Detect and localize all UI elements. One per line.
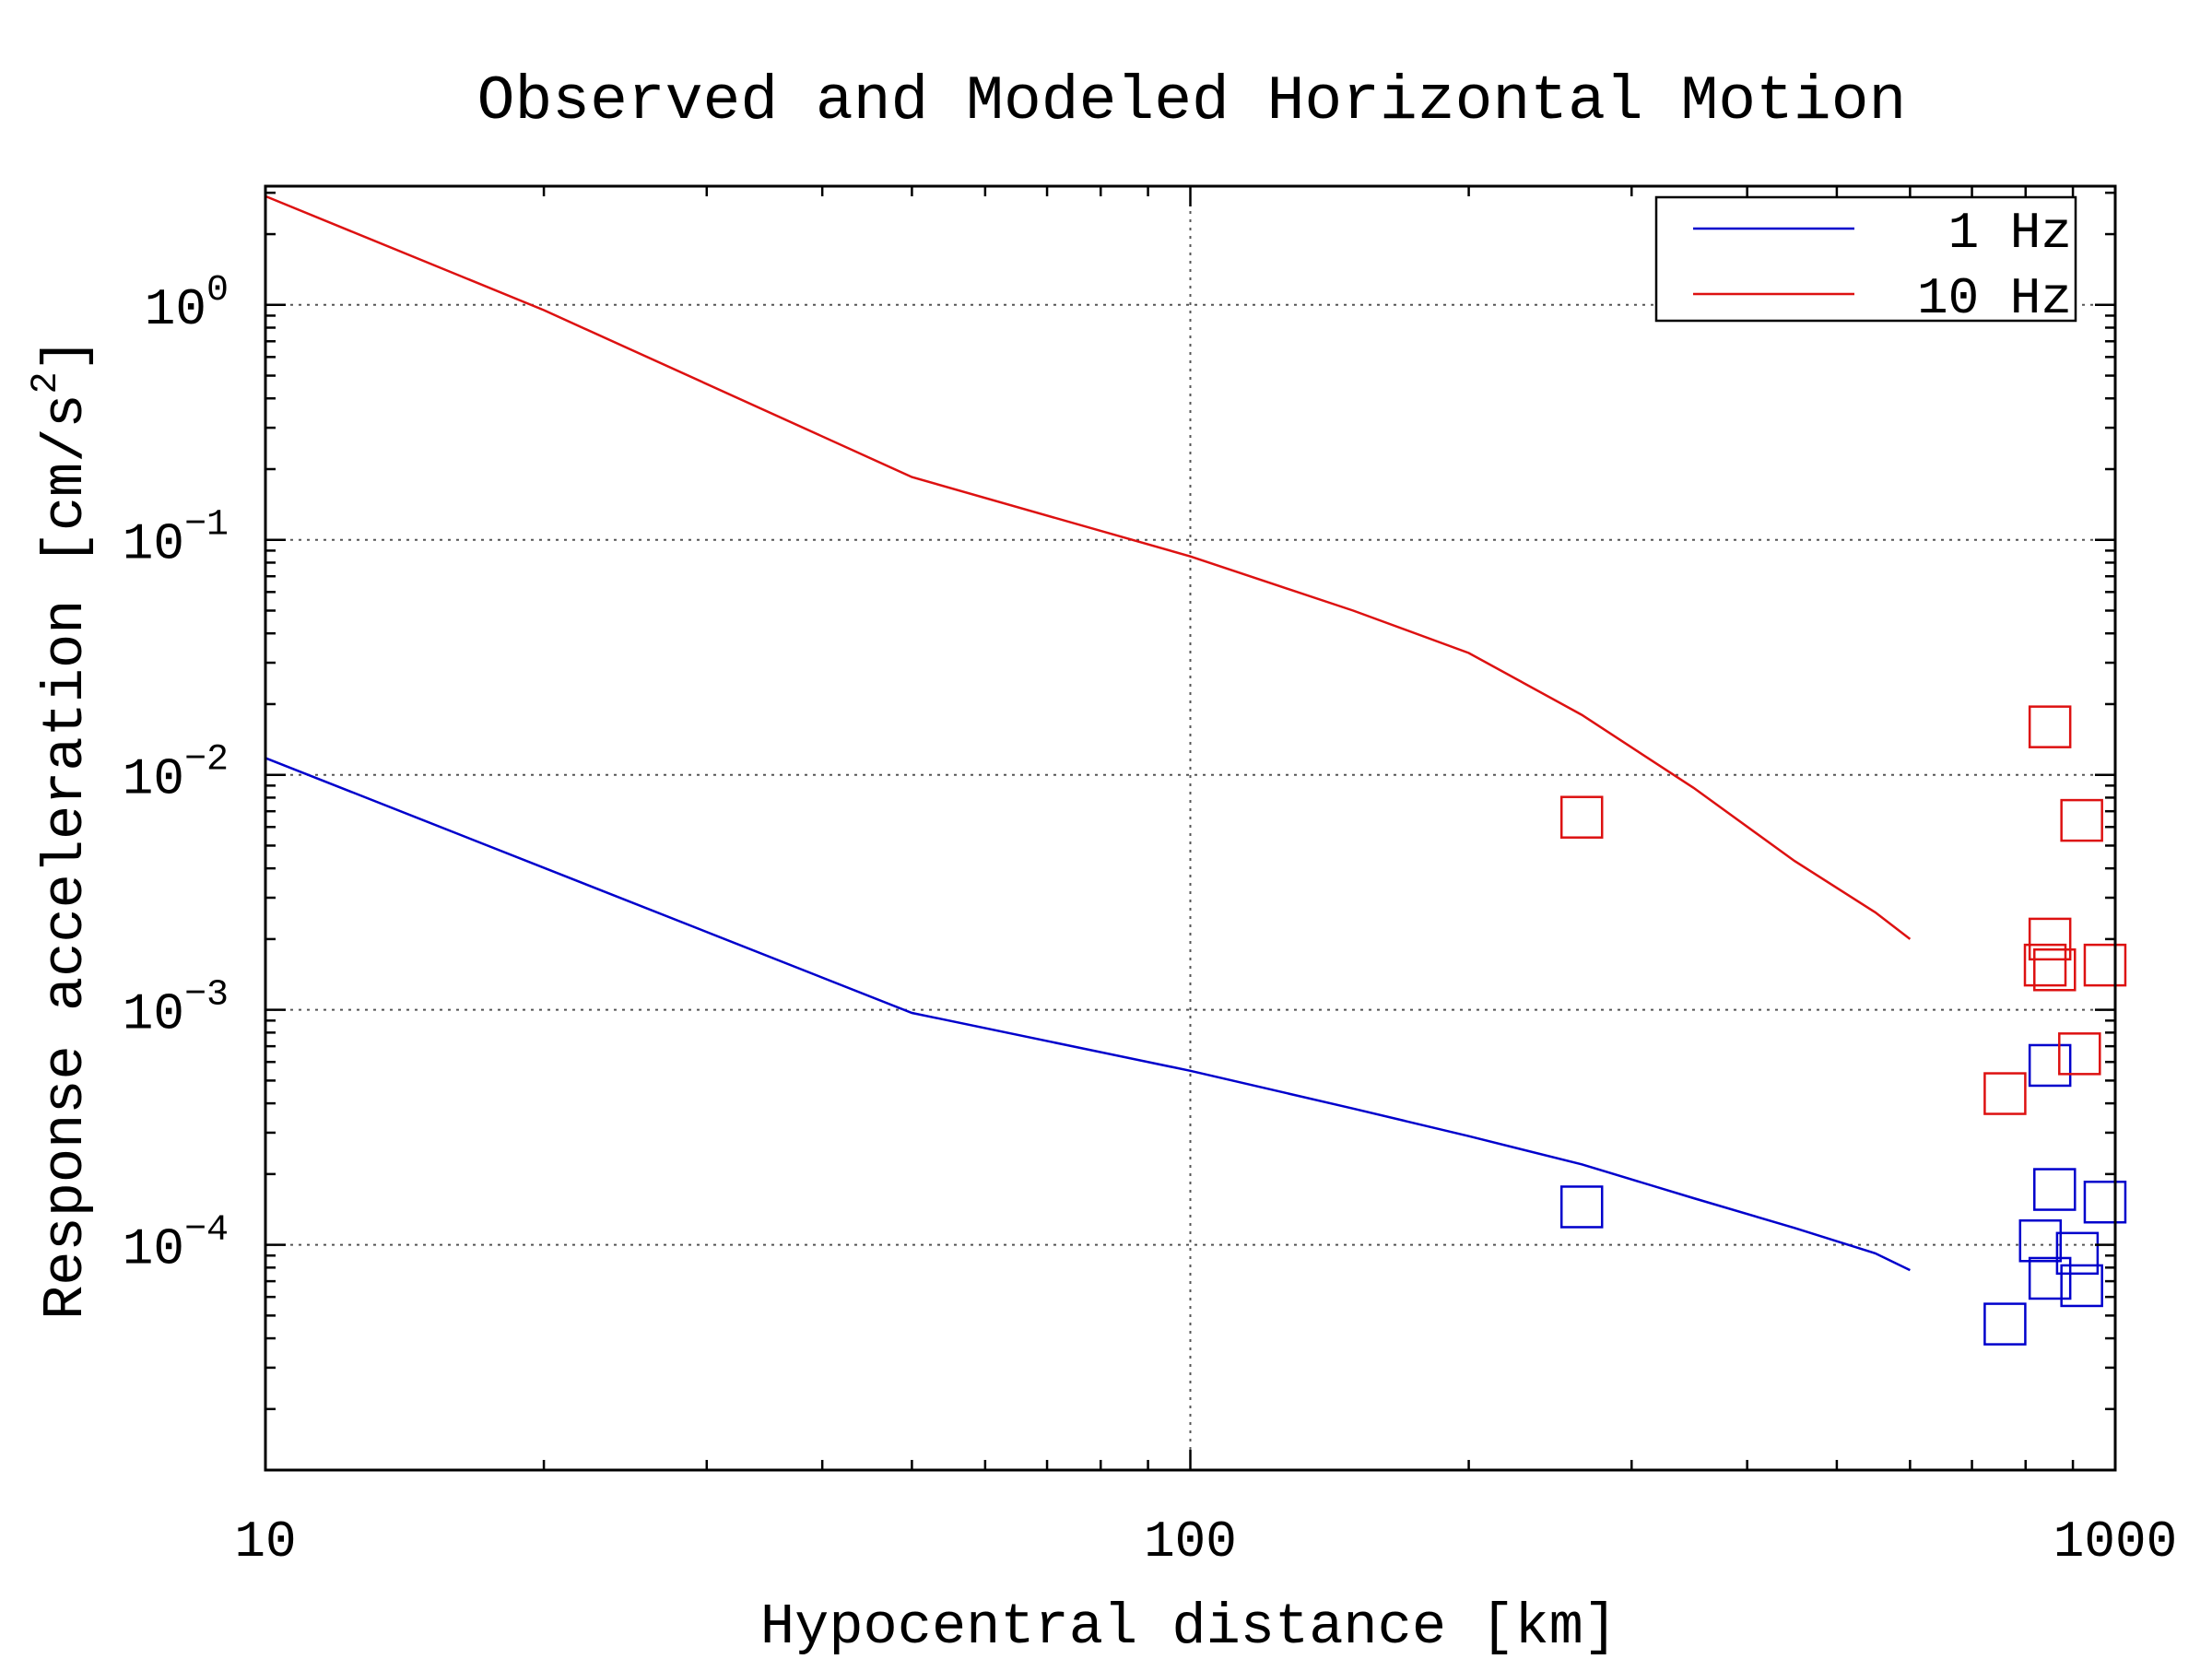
observed-point-1-hz <box>2060 1264 2103 1308</box>
y-tick-exponent: −4 <box>184 1210 229 1252</box>
observed-point-1-hz <box>2033 1168 2077 1211</box>
y-tick-base: 10 <box>123 750 184 809</box>
legend-box <box>1654 195 2077 323</box>
y-tick-base: 10 <box>123 515 184 574</box>
legend-label-10-hz: 10 Hz <box>1917 269 2072 328</box>
gridlines <box>265 186 2115 1470</box>
legend: 1 Hz 10 Hz <box>1654 195 2077 328</box>
x-tick-label: 10 <box>234 1512 296 1571</box>
y-tick-exponent: −1 <box>184 505 229 547</box>
x-tick-label: 1000 <box>2053 1512 2177 1571</box>
x-tick-label: 100 <box>1144 1512 1237 1571</box>
x-axis-label: Hypocentral distance [km] <box>760 1594 1618 1659</box>
observed-point-1-hz <box>2083 1180 2127 1224</box>
data-layer <box>265 194 2127 1346</box>
observed-point-10-hz <box>2083 943 2127 987</box>
y-tick-label: 10−4 <box>123 1210 229 1279</box>
observed-point-1-hz <box>1983 1302 2027 1346</box>
y-tick-exponent: −2 <box>184 740 229 782</box>
y-axis-label-superscript: 2 <box>26 371 67 394</box>
y-tick-label: 10−1 <box>123 505 229 574</box>
observed-point-10-hz <box>2028 917 2072 961</box>
observed-point-10-hz <box>1983 1072 2027 1115</box>
chart-title: Observed and Modeled Horizontal Motion <box>477 66 1907 137</box>
series-line-10-hz <box>265 194 1912 940</box>
observed-point-1-hz <box>2028 1256 2072 1300</box>
y-tick-exponent: 0 <box>206 270 229 312</box>
axis-ticks <box>264 186 2117 1470</box>
y-tick-label: 10−3 <box>123 975 229 1044</box>
observed-point-1-hz <box>2055 1231 2100 1276</box>
observed-point-10-hz <box>2060 798 2103 842</box>
y-axis-label: Response acceleration [cm/s2] <box>26 337 99 1320</box>
y-tick-label: 10−2 <box>123 740 229 809</box>
y-axis-label-close: ] <box>33 337 99 371</box>
series-line-1-hz <box>265 757 1911 1272</box>
y-tick-exponent: −3 <box>184 975 229 1017</box>
y-tick-base: 10 <box>123 985 184 1044</box>
plot-frame <box>264 184 2117 1472</box>
observed-point-10-hz <box>1559 795 1604 839</box>
observed-point-10-hz <box>2033 947 2077 992</box>
y-axis-label-main: Response acceleration [cm/s <box>33 394 99 1320</box>
y-tick-base: 10 <box>145 280 206 339</box>
observed-point-1-hz <box>1559 1185 1604 1229</box>
x-tick-labels: 10 100 1000 <box>234 1512 2177 1571</box>
legend-label-1-hz: 1 Hz <box>1948 204 2072 263</box>
y-tick-label: 100 <box>145 270 229 339</box>
observed-point-1-hz <box>2028 1043 2072 1088</box>
y-tick-base: 10 <box>123 1220 184 1279</box>
observed-point-10-hz <box>2023 943 2067 987</box>
observed-point-1-hz <box>2018 1219 2063 1263</box>
observed-point-10-hz <box>2028 705 2072 748</box>
observed-point-10-hz <box>2058 1032 2101 1076</box>
